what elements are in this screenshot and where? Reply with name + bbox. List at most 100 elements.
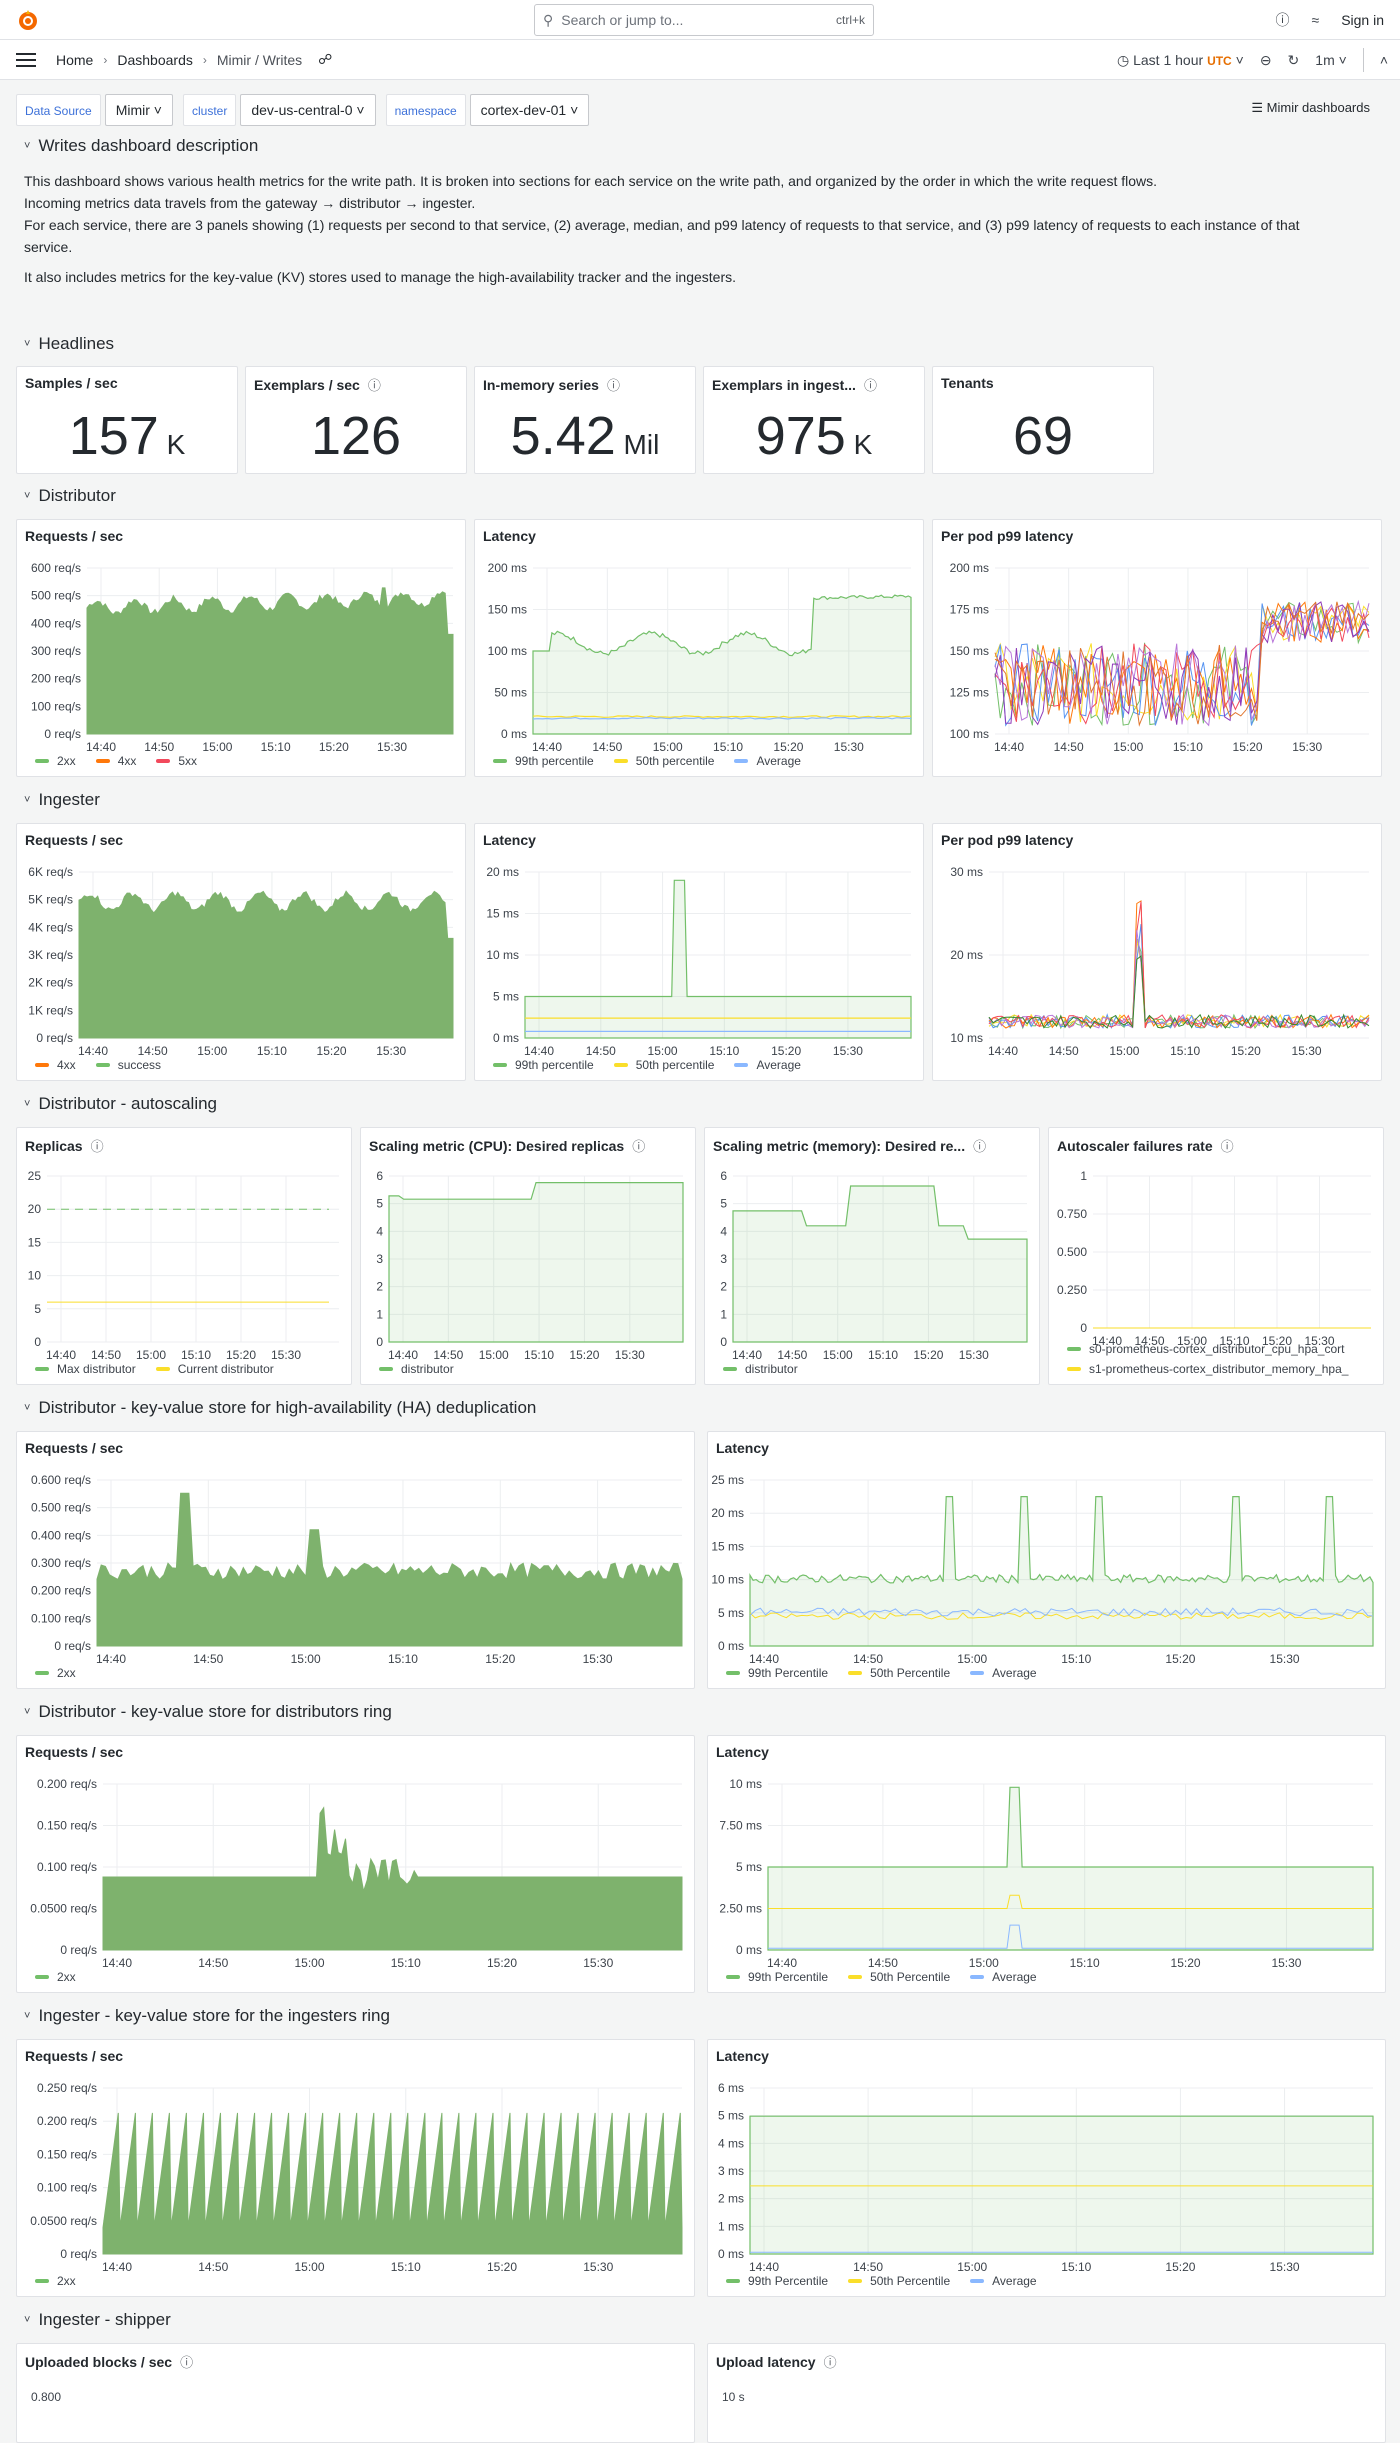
info-icon[interactable]: ⓘ — [90, 1139, 104, 1154]
stat-3-panel[interactable]: Exemplars in ingest... ⓘ 975 K — [703, 366, 925, 474]
breadcrumb-dashboards[interactable]: Dashboards — [117, 51, 193, 68]
legend-item[interactable]: Average — [734, 1058, 801, 1072]
legend-item[interactable]: distributor — [379, 1362, 454, 1376]
ingring-latency-panel[interactable]: Latency 6 ms 5 ms 4 ms 3 ms 2 ms 1 ms 0 ms 14:40… — [707, 2039, 1386, 2297]
stat-2-panel[interactable]: In-memory series ⓘ 5.42 Mil — [474, 366, 696, 474]
namespace-select[interactable]: cortex-dev-01 ˅ — [469, 94, 590, 126]
ingester-per-pod-panel[interactable]: Per pod p99 latency 30 ms 20 ms 10 ms 14:40 1… — [932, 823, 1382, 1081]
row-ha[interactable]: ˅ Distributor - key-value store for high-… — [24, 1398, 537, 1417]
legend-item[interactable]: s0-prometheus-cortex_distributor_cpu_hpa… — [1067, 1342, 1348, 1356]
sign-in-link[interactable]: Sign in — [1341, 12, 1384, 28]
distring-requests-panel[interactable]: Requests / sec 0.200 req/s 0.150 req/s 0.10… — [16, 1735, 695, 1993]
autoscaler-failures-panel[interactable]: Autoscaler failures rate ⓘ 1 0.750 0.500 0.25… — [1048, 1127, 1384, 1385]
row-distributor[interactable]: ˅ Distributor — [24, 486, 116, 505]
legend-item[interactable]: 2xx — [35, 1970, 76, 1984]
row-shipper[interactable]: ˅ Ingester - shipper — [24, 2310, 171, 2329]
y-tick-label: 2K req/s — [28, 976, 73, 990]
info-icon[interactable]: ⓘ — [973, 1139, 987, 1154]
info-icon[interactable]: ⓘ — [180, 2355, 194, 2370]
distributor-per-pod-panel[interactable]: Per pod p99 latency 200 ms 175 ms 150 ms 125… — [932, 519, 1382, 777]
ingester-latency-panel[interactable]: Latency 20 ms 15 ms 10 ms 5 ms 0 ms 14:40 14:50… — [474, 823, 924, 1081]
row-headlines[interactable]: ˅ Headlines — [24, 334, 115, 353]
legend-item[interactable]: 2xx — [35, 754, 76, 768]
mimir-dashboards-link[interactable]: ☰ Mimir dashboards — [1251, 100, 1370, 115]
legend-item[interactable]: Average — [970, 2274, 1037, 2288]
row-distring[interactable]: ˅ Distributor - key-value store for distr… — [24, 1702, 392, 1721]
row-ingester[interactable]: ˅ Ingester — [24, 790, 100, 809]
legend-item[interactable]: Average — [970, 1970, 1037, 1984]
info-icon[interactable]: ⓘ — [606, 378, 620, 393]
legend-item[interactable]: Average — [970, 1666, 1037, 1680]
y-tick-label: 0 — [1080, 1321, 1087, 1335]
legend-item[interactable]: 50th Percentile — [848, 1666, 950, 1680]
legend-item[interactable]: success — [95, 1058, 161, 1072]
info-icon[interactable]: ⓘ — [1220, 1139, 1234, 1154]
ha-latency-panel[interactable]: Latency 25 ms 20 ms 15 ms 10 ms 5 ms 0 ms 14:40… — [707, 1431, 1386, 1689]
legend-item[interactable]: 4xx — [95, 754, 136, 768]
dashboard-description: This dashboard shows various health metr… — [24, 173, 1300, 285]
x-tick-label: 14:40 — [78, 1044, 108, 1058]
legend-item[interactable]: 99th Percentile — [726, 1666, 828, 1680]
memory-scaling-panel[interactable]: Scaling metric (memory): Desired re... ⓘ 6… — [704, 1127, 1040, 1385]
row-description[interactable]: ˅ Writes dashboard description — [24, 136, 259, 155]
panel-title: Per pod p99 latency — [941, 528, 1074, 544]
info-icon[interactable]: ⓘ — [632, 1139, 646, 1154]
uploaded-blocks-panel[interactable]: Uploaded blocks / sec ⓘ 0.800 — [16, 2343, 695, 2443]
legend-item[interactable]: 99th Percentile — [726, 2274, 828, 2288]
share-icon[interactable]: ☍ — [318, 51, 333, 67]
menu-icon[interactable] — [16, 52, 36, 67]
replicas-panel[interactable]: Replicas ⓘ 25 20 15 10 5 0 14:40 14:50 15:00 15:10 1… — [16, 1127, 352, 1385]
y-tick-label: 5 — [720, 1197, 727, 1211]
chart-svg: 25 20 15 10 5 0 14:40 14:50 15:00 15:10 15:20 15:30 — [28, 1169, 339, 1362]
time-range-picker[interactable]: ◷ Last 1 hour UTC ˅ — [1117, 51, 1244, 68]
legend-item[interactable]: 50th percentile — [613, 754, 714, 768]
panel-title: Requests / sec — [25, 528, 124, 544]
legend-item[interactable]: 99th Percentile — [726, 1970, 828, 1984]
legend-item[interactable]: 99th percentile — [493, 754, 594, 768]
ingester-requests-panel[interactable]: Requests / sec 6K req/s 5K req/s 4K req/s 3K… — [16, 823, 466, 1081]
upload-latency-panel[interactable]: Upload latency ⓘ 10 s — [707, 2343, 1386, 2443]
refresh-icon[interactable]: ↻ — [1287, 51, 1300, 68]
zoom-out-icon[interactable]: ⊖ — [1259, 51, 1272, 68]
stat-1-panel[interactable]: Exemplars / sec ⓘ 126 — [245, 366, 467, 474]
legend-item[interactable]: Average — [734, 754, 801, 768]
stat-0-panel[interactable]: Samples / sec 157 K — [16, 366, 238, 474]
legend-item[interactable]: distributor — [723, 1362, 798, 1376]
cluster-select[interactable]: dev-us-central-0 ˅ — [240, 94, 376, 126]
legend-item[interactable]: 2xx — [35, 1666, 76, 1680]
info-icon[interactable]: ⓘ — [367, 378, 381, 393]
help-icon[interactable]: ⓘ — [1275, 12, 1290, 28]
legend-item[interactable]: Max distributor — [35, 1362, 136, 1376]
info-icon[interactable]: ⓘ — [823, 2355, 837, 2370]
search-input[interactable]: ⚲ Search or jump to... ctrl+k — [534, 4, 874, 36]
legend-item[interactable]: 2xx — [35, 2274, 76, 2288]
legend-item[interactable]: 5xx — [156, 754, 197, 768]
x-tick-label: 15:00 — [479, 1348, 509, 1362]
news-feed-icon[interactable]: ≈ — [1311, 12, 1320, 28]
breadcrumb-home[interactable]: Home — [56, 51, 94, 68]
ingring-requests-panel[interactable]: Requests / sec 0.250 req/s 0.200 req/s 0.15… — [16, 2039, 695, 2297]
refresh-interval[interactable]: 1m ˅ — [1315, 52, 1347, 68]
clock-icon: ◷ — [1117, 51, 1130, 68]
legend-item[interactable]: 50th percentile — [613, 1058, 714, 1072]
legend-item[interactable]: 50th Percentile — [848, 2274, 950, 2288]
y-tick-label: 10 ms — [950, 1031, 983, 1045]
collapse-icon[interactable]: ˄ — [1379, 52, 1388, 68]
legend-item[interactable]: 4xx — [35, 1058, 76, 1072]
legend-item[interactable]: s1-prometheus-cortex_distributor_memory_… — [1067, 1362, 1348, 1376]
cpu-scaling-panel[interactable]: Scaling metric (CPU): Desired replicas ⓘ 6… — [360, 1127, 696, 1385]
datasource-select[interactable]: Mimir ˅ — [104, 94, 173, 126]
y-tick-label: 0 req/s — [60, 1943, 97, 1957]
ha-requests-panel[interactable]: Requests / sec 0.600 req/s 0.500 req/s 0.40… — [16, 1431, 695, 1689]
distributor-requests-panel[interactable]: Requests / sec 600 req/s 500 req/s 400 req/… — [16, 519, 466, 777]
grafana-logo-icon[interactable] — [16, 8, 40, 32]
info-icon[interactable]: ⓘ — [863, 378, 877, 393]
legend-item[interactable]: 50th Percentile — [848, 1970, 950, 1984]
row-ingring[interactable]: ˅ Ingester - key-value store for the inge… — [24, 2006, 390, 2025]
distributor-latency-panel[interactable]: Latency 200 ms 150 ms 100 ms 50 ms 0 ms 14:40 1… — [474, 519, 924, 777]
distring-latency-panel[interactable]: Latency 10 ms 7.50 ms 5 ms 2.50 ms 0 ms 14:40 1… — [707, 1735, 1386, 1993]
row-autoscaling[interactable]: ˅ Distributor - autoscaling — [24, 1094, 218, 1113]
legend-item[interactable]: Current distributor — [155, 1362, 274, 1376]
stat-4-panel[interactable]: Tenants 69 — [932, 366, 1154, 474]
legend-item[interactable]: 99th percentile — [493, 1058, 594, 1072]
